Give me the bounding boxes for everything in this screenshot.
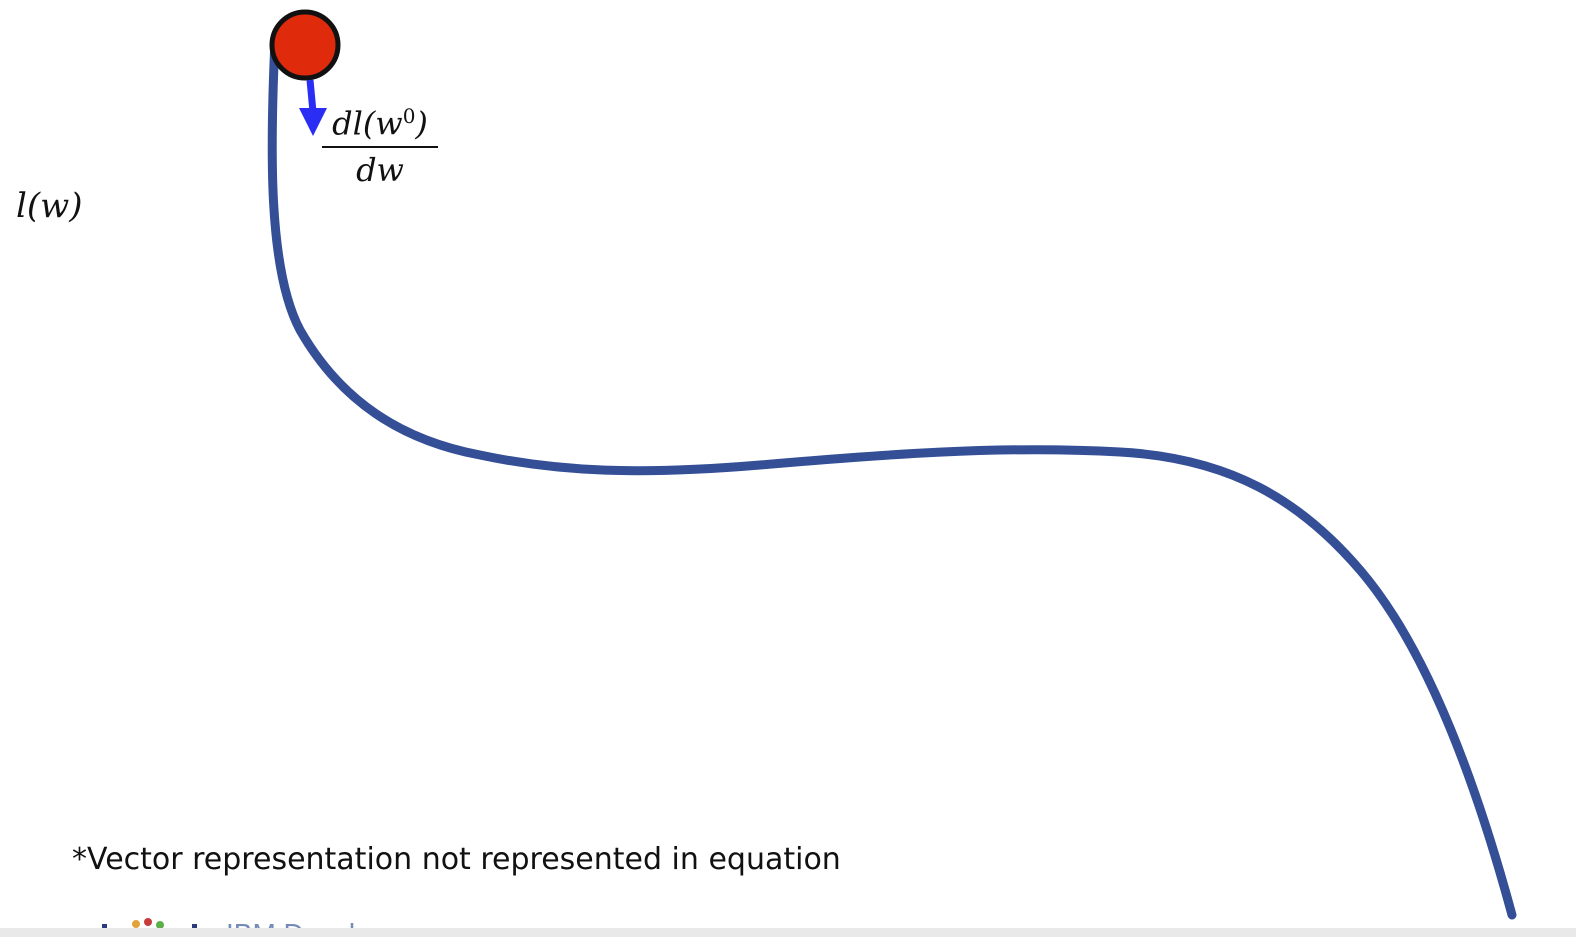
loss-curve xyxy=(267,35,1517,920)
gradient-fraction: dl(w0) dw xyxy=(322,96,438,188)
ball xyxy=(269,9,341,81)
fraction-numerator: dl(w0) xyxy=(322,96,438,144)
numerator-superscript: 0 xyxy=(402,104,416,128)
numerator-text: dl(w xyxy=(332,104,403,143)
fraction-bar xyxy=(322,145,438,148)
footnote: *Vector representation not represented i… xyxy=(72,842,841,877)
gradient-arrow-shaft xyxy=(306,79,317,113)
y-axis-label: l(w) xyxy=(16,186,83,226)
gradient-arrow-head xyxy=(299,108,327,136)
fraction-denominator: dw xyxy=(356,150,404,189)
bottom-bar xyxy=(0,928,1576,937)
numerator-close: ) xyxy=(415,104,428,143)
